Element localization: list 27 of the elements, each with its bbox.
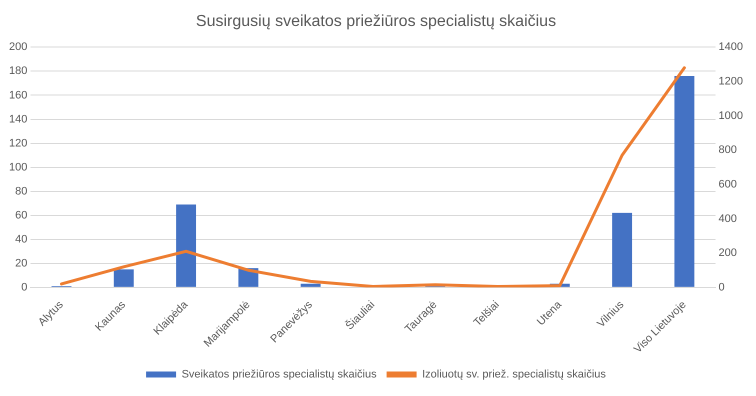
y2-tick-label: 1400 (718, 41, 744, 54)
y2-tick-label: 800 (718, 144, 737, 156)
bar (612, 212, 632, 287)
y-tick-label: 20 (15, 257, 28, 270)
legend-label: Sveikatos priežiūros specialistų skaičius (182, 368, 378, 381)
y-tick-label: 60 (15, 209, 28, 222)
y-tick-label: 200 (8, 41, 28, 54)
y2-tick-label: 400 (718, 212, 737, 225)
chart-title: Susirgusių sveikatos priežiūros specialistų skaičius (196, 13, 556, 30)
y-tick-label: 180 (8, 65, 28, 78)
y2-tick-label: 1200 (718, 76, 744, 88)
y-tick-label: 80 (15, 185, 28, 198)
bar (300, 284, 321, 287)
legend-label: Izoliuotų sv. priež. specialistų skaičius (422, 368, 606, 381)
y-tick-label: 140 (8, 113, 28, 126)
y2-tick-label: 0 (718, 281, 725, 294)
y-tick-label: 40 (15, 233, 28, 246)
bar (674, 76, 694, 287)
y-tick-label: 160 (8, 89, 28, 102)
y-tick-label: 120 (8, 137, 28, 150)
y2-tick-label: 200 (718, 247, 737, 260)
bar (114, 269, 134, 287)
y-tick-label: 100 (8, 161, 28, 174)
bar (176, 204, 196, 287)
y2-tick-label: 600 (718, 178, 737, 190)
y2-tick-label: 1000 (718, 110, 744, 122)
y-tick-label: 0 (21, 281, 28, 294)
